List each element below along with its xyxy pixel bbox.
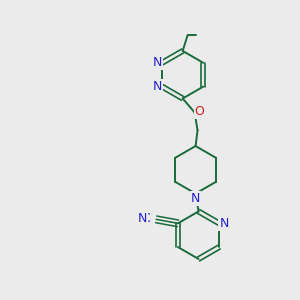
Text: C: C [142, 212, 150, 225]
Text: N: N [152, 56, 162, 69]
Text: O: O [195, 105, 205, 118]
Text: N: N [152, 80, 162, 93]
Text: N: N [138, 212, 147, 225]
Text: N: N [191, 192, 200, 205]
Text: N: N [219, 217, 229, 230]
